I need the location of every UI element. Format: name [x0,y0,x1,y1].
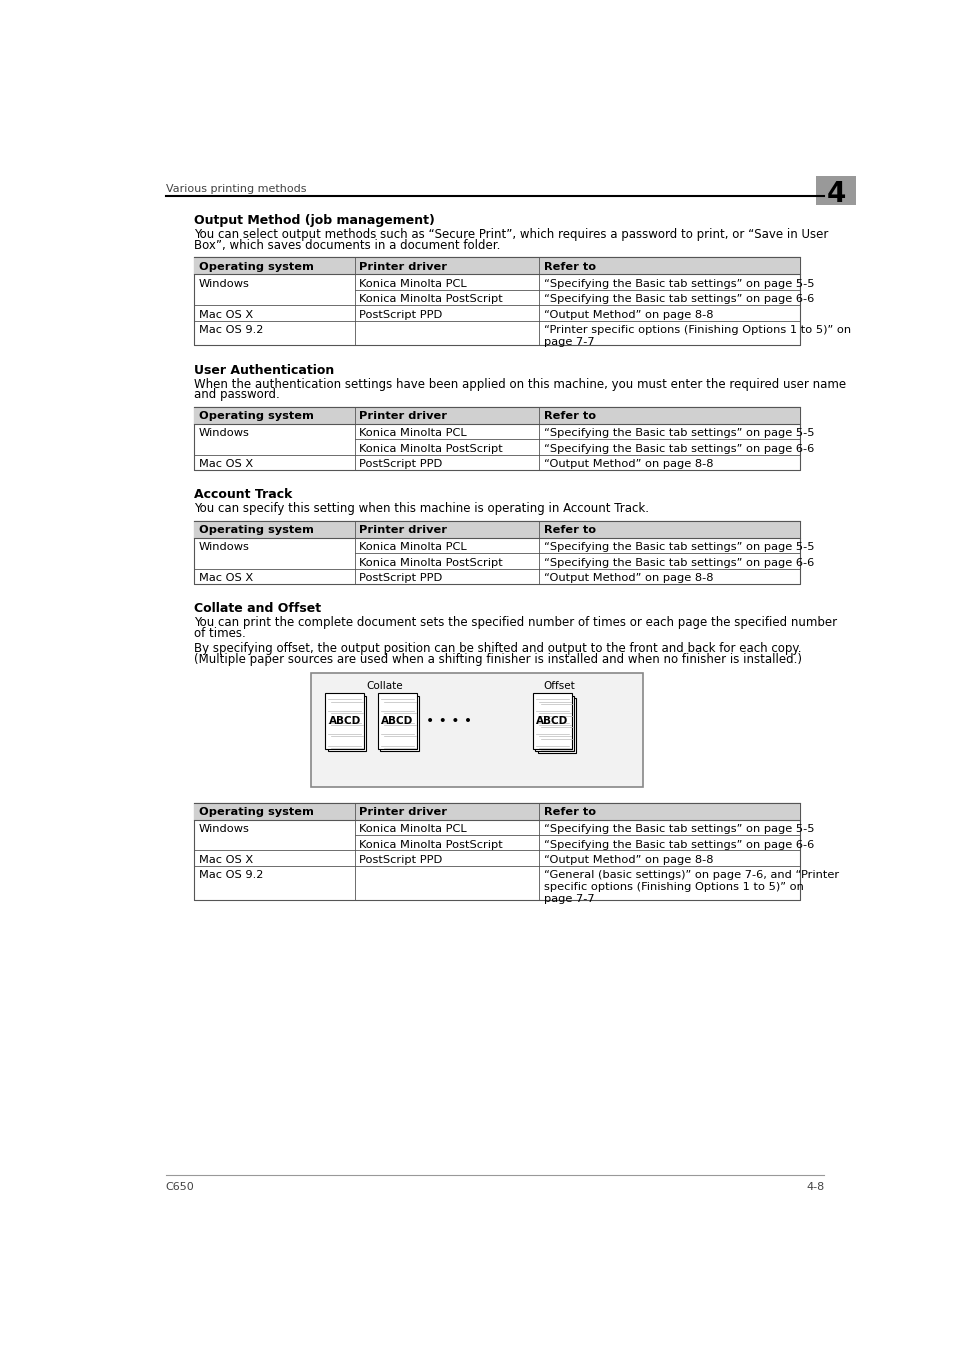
Text: Mac OS X: Mac OS X [199,459,253,470]
Text: Konica Minolta PCL: Konica Minolta PCL [359,428,467,439]
Text: When the authentication settings have been applied on this machine, you must ent: When the authentication settings have be… [194,378,845,390]
Text: Printer driver: Printer driver [359,807,447,817]
Bar [311,674,642,787]
Bar [537,698,576,753]
Text: C650: C650 [166,1183,194,1192]
Text: Konica Minolta PostScript: Konica Minolta PostScript [359,840,502,849]
Text: “Output Method” on page 8-8: “Output Method” on page 8-8 [543,855,713,865]
Text: “Specifying the Basic tab settings” on page 6-6: “Specifying the Basic tab settings” on p… [543,294,814,305]
Text: “Specifying the Basic tab settings” on page 5-5: “Specifying the Basic tab settings” on p… [543,543,814,552]
Text: Refer to: Refer to [543,525,596,536]
Text: Operating system: Operating system [199,525,314,536]
Text: Refer to: Refer to [543,807,596,817]
Bar [194,258,799,346]
Text: “Specifying the Basic tab settings” on page 5-5: “Specifying the Basic tab settings” on p… [543,428,814,439]
Text: Account Track: Account Track [194,489,293,501]
Text: “Output Method” on page 8-8: “Output Method” on page 8-8 [543,574,713,583]
Bar [533,694,571,749]
Text: Mac OS X: Mac OS X [199,855,253,865]
Text: Printer driver: Printer driver [359,525,447,536]
Text: (Multiple paper sources are used when a shifting finisher is installed and when : (Multiple paper sources are used when a … [194,653,801,667]
Text: Konica Minolta PostScript: Konica Minolta PostScript [359,444,502,454]
Text: of times.: of times. [194,628,246,640]
Text: Konica Minolta PostScript: Konica Minolta PostScript [359,558,502,568]
Text: Collate: Collate [366,680,403,691]
Text: 4: 4 [825,180,845,208]
Text: PostScript PPD: PostScript PPD [359,310,442,320]
Text: “Specifying the Basic tab settings” on page 6-6: “Specifying the Basic tab settings” on p… [543,840,814,849]
Text: Mac OS X: Mac OS X [199,310,253,320]
Bar [194,803,799,899]
Text: “Specifying the Basic tab settings” on page 5-5: “Specifying the Basic tab settings” on p… [543,825,814,834]
Bar [328,695,366,751]
Text: Konica Minolta PCL: Konica Minolta PCL [359,543,467,552]
Bar [377,694,416,749]
Bar [325,694,364,749]
Text: Operating system: Operating system [199,807,314,817]
Text: Offset: Offset [543,680,575,691]
Bar [194,406,799,424]
Bar [194,521,799,585]
Text: PostScript PPD: PostScript PPD [359,574,442,583]
Text: Konica Minolta PostScript: Konica Minolta PostScript [359,294,502,305]
Text: Refer to: Refer to [543,412,596,421]
Text: You can specify this setting when this machine is operating in Account Track.: You can specify this setting when this m… [194,502,649,516]
Text: Output Method (job management): Output Method (job management) [194,215,435,227]
Text: • • • •: • • • • [426,714,472,728]
Text: Box”, which saves documents in a document folder.: Box”, which saves documents in a documen… [194,239,500,252]
Text: By specifying offset, the output position can be shifted and output to the front: By specifying offset, the output positio… [194,643,801,656]
Text: Windows: Windows [199,543,250,552]
Text: Mac OS 9.2: Mac OS 9.2 [199,325,263,335]
Text: Mac OS 9.2: Mac OS 9.2 [199,871,263,880]
Text: You can print the complete document sets the specified number of times or each p: You can print the complete document sets… [194,617,837,629]
Text: Windows: Windows [199,428,250,439]
Text: ABCD: ABCD [381,716,414,726]
Text: Printer driver: Printer driver [359,412,447,421]
Text: “Output Method” on page 8-8: “Output Method” on page 8-8 [543,459,713,470]
Text: “Specifying the Basic tab settings” on page 6-6: “Specifying the Basic tab settings” on p… [543,558,814,568]
Bar [194,406,799,470]
Text: “Printer specific options (Finishing Options 1 to 5)” on
page 7-7: “Printer specific options (Finishing Opt… [543,325,850,347]
Text: Operating system: Operating system [199,262,314,273]
Bar [194,258,799,274]
Text: PostScript PPD: PostScript PPD [359,855,442,865]
Text: ABCD: ABCD [536,716,568,726]
Text: Operating system: Operating system [199,412,314,421]
Text: Konica Minolta PCL: Konica Minolta PCL [359,279,467,289]
Text: User Authentication: User Authentication [194,363,335,377]
Text: “General (basic settings)” on page 7-6, and “Printer
specific options (Finishing: “General (basic settings)” on page 7-6, … [543,871,839,903]
Text: PostScript PPD: PostScript PPD [359,459,442,470]
Text: 4-8: 4-8 [805,1183,823,1192]
Text: Windows: Windows [199,825,250,834]
Bar [380,695,418,751]
Text: Windows: Windows [199,279,250,289]
Bar [194,803,799,819]
Bar [815,176,856,205]
Bar [194,521,799,537]
Bar [535,695,574,751]
Text: Refer to: Refer to [543,262,596,273]
Text: Mac OS X: Mac OS X [199,574,253,583]
Text: “Specifying the Basic tab settings” on page 5-5: “Specifying the Basic tab settings” on p… [543,279,814,289]
Text: Konica Minolta PCL: Konica Minolta PCL [359,825,467,834]
Text: ABCD: ABCD [328,716,360,726]
Text: “Output Method” on page 8-8: “Output Method” on page 8-8 [543,310,713,320]
Text: Various printing methods: Various printing methods [166,184,306,193]
Text: and password.: and password. [194,389,280,401]
Text: Printer driver: Printer driver [359,262,447,273]
Text: Collate and Offset: Collate and Offset [194,602,321,616]
Text: You can select output methods such as “Secure Print”, which requires a password : You can select output methods such as “S… [194,228,828,242]
Text: “Specifying the Basic tab settings” on page 6-6: “Specifying the Basic tab settings” on p… [543,444,814,454]
